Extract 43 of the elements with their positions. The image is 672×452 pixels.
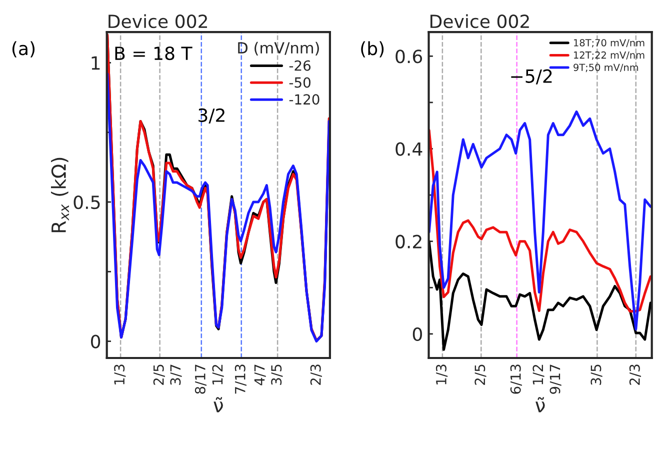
y-tick-label: 0.4 [396,142,422,156]
y-tick-label: 0.5 [74,195,100,210]
x-tick-label: 2/5 [474,364,486,385]
annotation: B = 18 T [115,46,192,60]
line-series [428,240,652,351]
x-tick-label: 3/7 [170,364,182,385]
x-tick-label: 8/17 [194,364,207,394]
legend-label: -26 [289,60,311,71]
x-tick-label: 1/2 [532,364,544,384]
x-tick-label: 9/17 [550,364,562,394]
x-tick-label: 6/13 [510,364,522,394]
y-tick-label: 0 [412,327,422,342]
x-tick-label: 7/13 [234,364,246,394]
y-axis-title: R$_{xx}$ (kΩ) [50,158,69,232]
x-tick-label: 3/5 [590,364,602,385]
legend-label: -120 [289,94,320,105]
x-tick-label: 4/7 [254,364,266,386]
x-tick-label: 2/3 [310,364,322,385]
chart-title: Device 002 [108,14,207,28]
x-axis-title: ν̃ [214,397,223,412]
y-tick-label: 0.6 [396,50,422,64]
x-tick-label: 1/2 [212,364,224,384]
text: (b) [361,41,384,58]
chart-title: Device 002 [430,14,529,28]
x-axis-title: ν̃ [536,397,545,412]
line-series [428,128,652,312]
legend-label: 12T;22 mV/nm [574,51,644,60]
legend-label: -50 [289,77,310,88]
legend-title: D (mV/nm) [238,42,319,56]
x-tick-label: 2/3 [629,364,642,385]
y-tick-label: 1 [92,56,100,70]
x-tick-label: 2/5 [153,364,165,385]
text: (a) [12,41,35,58]
annotation: −5/2 [511,69,552,84]
y-tick-label: 0 [90,334,100,348]
legend-label: 18T;70 mV/nm [574,39,644,48]
legend-label: 9T;50 mV/nm [574,64,638,72]
line-series [428,110,652,331]
x-tick-label: 3/5 [271,364,283,385]
x-tick-label: 1/3 [114,364,126,384]
annotation: 3/2 [198,108,224,124]
y-tick-label: 0.2 [396,234,422,248]
x-tick-label: 1/3 [436,364,448,384]
